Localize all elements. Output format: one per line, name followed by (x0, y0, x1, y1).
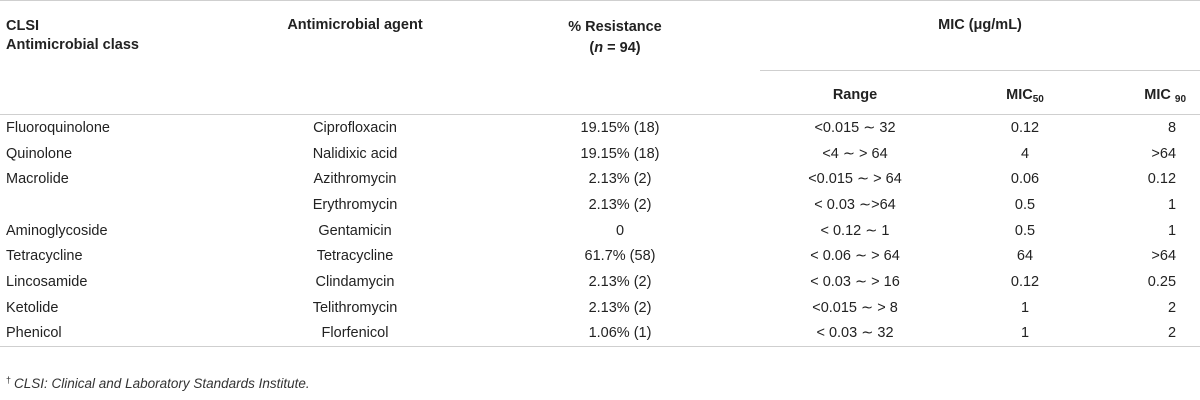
table-header: CLSI Antimicrobial class Antimicrobial a… (0, 0, 1200, 115)
header-row-1: CLSI Antimicrobial class Antimicrobial a… (0, 0, 1200, 115)
resistance-table: CLSI Antimicrobial class Antimicrobial a… (0, 0, 1200, 348)
footnote: † CLSI: Clinical and Laboratory Standards… (6, 375, 310, 391)
header-range: Range (832, 87, 878, 103)
header-mic50: MIC50 (950, 71, 1100, 115)
cell-mic90: 0.25 (1147, 273, 1177, 290)
header-resistance-n-rest: = 94) (603, 40, 641, 56)
cell-agent: Tetracycline (316, 248, 394, 265)
cell-class: Quinolone (6, 145, 73, 162)
cell-resistance: 1.06% (1) (470, 320, 760, 348)
cell-range: <0.015 ∼ > 64 (808, 171, 902, 188)
cell-mic50: 1 (950, 320, 1100, 348)
table-row: Tetracycline Tetracycline 61.7% (58) < 0.06… (0, 243, 1200, 269)
cell-mic50: 0.5 (1014, 196, 1036, 213)
cell-class: Lincosamide (6, 273, 88, 290)
cell-class: Tetracycline (6, 248, 83, 265)
table-row: Fluoroquinolone Ciprofloxacin 19.15% (18) <… (0, 115, 1200, 141)
cell-mic90: >64 (1151, 248, 1177, 265)
cell-class: Phenicol (0, 320, 240, 348)
cell-agent: Clindamycin (315, 273, 395, 290)
cell-resistance: 2.13% (2) (588, 299, 652, 316)
cell-range: < 0.03 ∼ 32 (760, 320, 950, 348)
cell-range: <4 ∼ > 64 (822, 145, 888, 162)
cell-mic90: 8 (1167, 119, 1177, 136)
header-resistance-n-open: ( (589, 40, 595, 56)
cell-mic90: >64 (1151, 145, 1177, 162)
header-class-line1: CLSI (6, 18, 40, 34)
header-mic50-base: MIC (1006, 87, 1033, 103)
cell-class: Aminoglycoside (6, 222, 108, 239)
table-row: Macrolide Azithromycin 2.13% (2) <0.015 ∼ >… (0, 166, 1200, 192)
header-divider-line (0, 114, 1200, 115)
header-resistance-line1: % Resistance (568, 19, 662, 35)
table-row: Erythromycin 2.13% (2) < 0.03 ∼>64 0.5 1 (0, 192, 1200, 218)
cell-agent: Telithromycin (312, 299, 398, 316)
header-divider (0, 114, 1200, 115)
cell-mic90: 1 (1167, 196, 1177, 213)
cell-mic90: 2 (1100, 320, 1200, 348)
cell-class: Ketolide (6, 299, 59, 316)
cell-mic50: 64 (1016, 248, 1034, 265)
cell-mic50: 0.12 (1010, 273, 1040, 290)
cell-resistance: 19.15% (18) (580, 145, 660, 162)
cell-agent: Azithromycin (313, 171, 397, 188)
cell-agent: Ciprofloxacin (313, 119, 397, 136)
header-mic90-sub: 90 (1174, 94, 1187, 105)
table-row: Phenicol Florfenicol 1.06% (1) < 0.03 ∼ 32 1… (0, 320, 1200, 348)
header-row-2: Range MIC50 MIC 90 (0, 71, 1200, 115)
cell-range: <0.015 ∼ 32 (814, 119, 896, 136)
header-mic50-sub: 50 (1032, 94, 1044, 105)
header-resistance-n-var: n (594, 40, 604, 56)
cell-range: <0.015 ∼ > 8 (812, 299, 898, 316)
cell-mic50: 0.12 (1010, 119, 1040, 136)
cell-agent: Gentamicin (318, 222, 392, 239)
footnote-text: CLSI: Clinical and Laboratory Standards … (14, 376, 310, 391)
cell-class: Fluoroquinolone (6, 119, 110, 136)
table-row: Aminoglycoside Gentamicin 0 < 0.12 ∼ 1 0.5 1 (0, 218, 1200, 244)
cell-resistance: 2.13% (2) (588, 273, 652, 290)
header-class-line2: Antimicrobial class (6, 37, 139, 53)
cell-resistance: 2.13% (2) (588, 196, 652, 213)
cell-mic50: 0.5 (1014, 222, 1036, 239)
cell-resistance: 19.15% (18) (580, 119, 660, 136)
header-mic90-base: MIC (1144, 87, 1175, 103)
table-row: Lincosamide Clindamycin 2.13% (2) < 0.03 ∼ … (0, 269, 1200, 295)
cell-resistance: 2.13% (2) (588, 171, 652, 188)
header-resistance: % Resistance (n = 94) (470, 0, 760, 115)
cell-mic50: 1 (1020, 299, 1030, 316)
cell-mic90: 0.12 (1147, 171, 1177, 188)
header-mic90: MIC 90 (1100, 71, 1200, 115)
cell-agent: Florfenicol (240, 320, 470, 348)
cell-mic50: 0.06 (1010, 171, 1040, 188)
table-row: Ketolide Telithromycin 2.13% (2) <0.015 ∼ >… (0, 295, 1200, 321)
cell-range: < 0.12 ∼ 1 (820, 222, 890, 239)
resistance-table-container: CLSI Antimicrobial class Antimicrobial a… (0, 0, 1200, 348)
cell-class: Macrolide (6, 171, 69, 188)
cell-agent: Nalidixic acid (312, 145, 398, 162)
footnote-marker: † (6, 375, 12, 385)
cell-class (0, 192, 240, 218)
cell-mic90: 2 (1167, 299, 1177, 316)
table-row: Quinolone Nalidixic acid 19.15% (18) <4 ∼ >… (0, 141, 1200, 167)
table-body: Fluoroquinolone Ciprofloxacin 19.15% (18) <… (0, 115, 1200, 348)
cell-range: < 0.06 ∼ > 64 (810, 248, 900, 265)
header-mic-group: MIC (μg/mL) (760, 0, 1200, 71)
cell-resistance: 61.7% (58) (584, 248, 656, 265)
header-resistance-n: (n = 94) (589, 40, 640, 56)
cell-mic90: 1 (1167, 222, 1177, 239)
cell-agent: Erythromycin (312, 196, 398, 213)
cell-range: < 0.03 ∼>64 (814, 196, 896, 213)
header-class: CLSI Antimicrobial class (0, 0, 240, 115)
cell-range: < 0.03 ∼ > 16 (810, 273, 900, 290)
cell-mic50: 4 (1020, 145, 1030, 162)
header-agent: Antimicrobial agent (240, 0, 470, 115)
cell-resistance: 0 (615, 222, 625, 239)
